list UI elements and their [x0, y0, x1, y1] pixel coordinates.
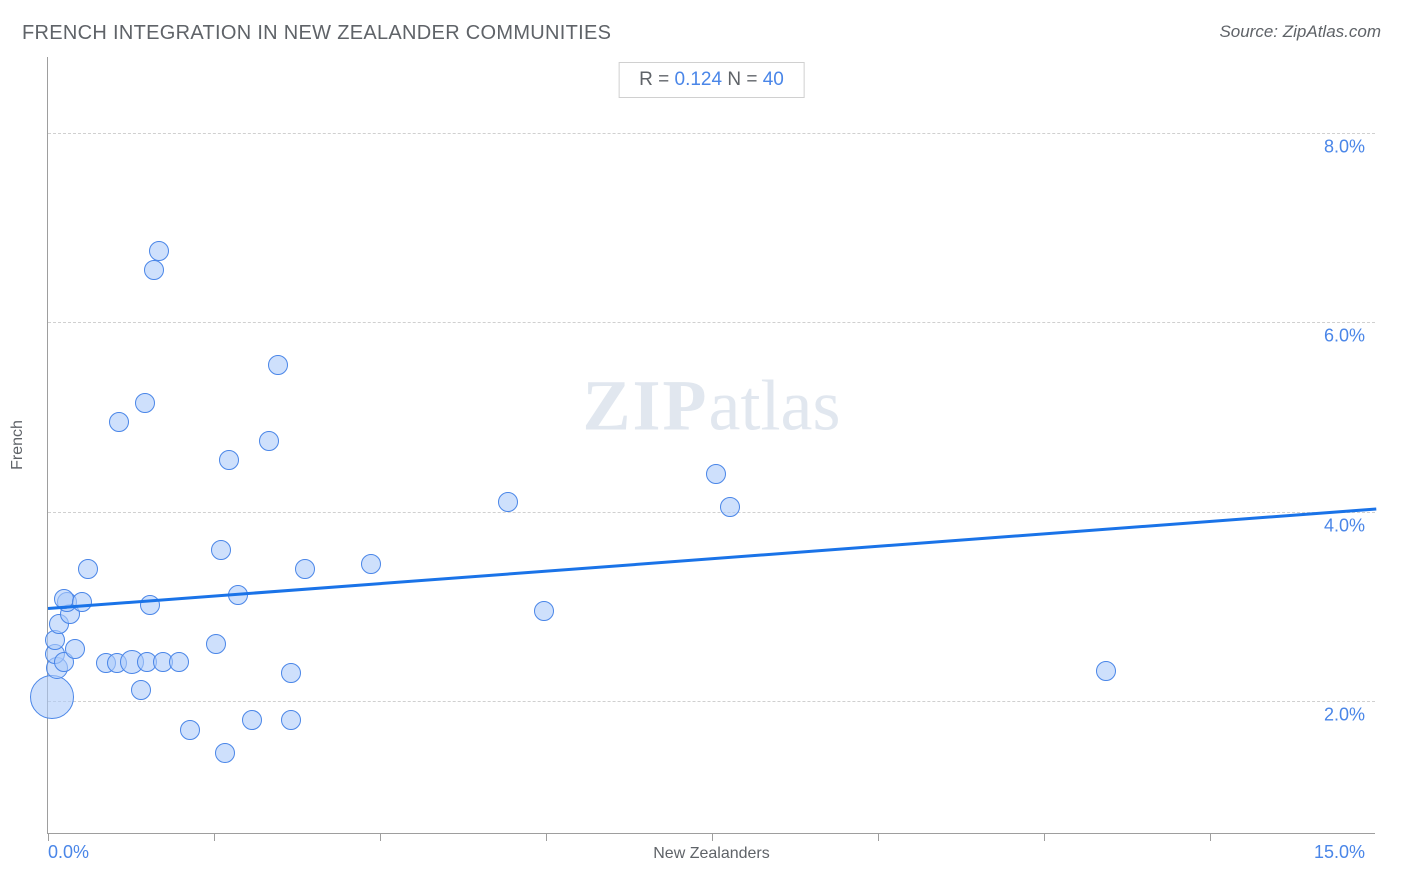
scatter-point — [720, 497, 740, 517]
watermark-zip: ZIP — [583, 366, 709, 446]
scatter-point — [259, 431, 279, 451]
scatter-point — [361, 554, 381, 574]
scatter-point — [78, 559, 98, 579]
chart-container: FRENCH INTEGRATION IN NEW ZEALANDER COMM… — [0, 0, 1406, 892]
n-label: N = — [722, 69, 763, 90]
y-tick-label: 4.0% — [1324, 515, 1365, 536]
scatter-point — [211, 540, 231, 560]
scatter-point — [169, 652, 189, 672]
scatter-point — [498, 492, 518, 512]
y-tick-label: 6.0% — [1324, 326, 1365, 347]
scatter-point — [242, 710, 262, 730]
x-tick-end-label: 15.0% — [1314, 842, 1365, 863]
scatter-point — [180, 720, 200, 740]
gridline-h — [48, 512, 1375, 513]
trend-line — [48, 507, 1376, 609]
gridline-h — [48, 701, 1375, 702]
scatter-point — [140, 595, 160, 615]
watermark: ZIPatlas — [583, 365, 841, 448]
scatter-point — [135, 393, 155, 413]
x-tick — [1210, 833, 1211, 841]
scatter-point — [295, 559, 315, 579]
x-tick — [1044, 833, 1045, 841]
x-tick — [878, 833, 879, 841]
y-axis-title: French — [9, 420, 27, 470]
scatter-point — [281, 663, 301, 683]
scatter-point — [72, 592, 92, 612]
scatter-point — [706, 464, 726, 484]
scatter-point — [219, 450, 239, 470]
x-tick — [712, 833, 713, 841]
scatter-point — [215, 743, 235, 763]
scatter-point — [149, 241, 169, 261]
gridline-h — [48, 322, 1375, 323]
stats-box: R = 0.124 N = 40 — [618, 62, 805, 98]
r-label: R = — [639, 69, 674, 90]
r-value: 0.124 — [675, 69, 723, 90]
scatter-point — [268, 355, 288, 375]
x-tick — [546, 833, 547, 841]
x-tick-start-label: 0.0% — [48, 842, 89, 863]
x-tick — [380, 833, 381, 841]
gridline-h — [48, 133, 1375, 134]
scatter-point — [1096, 661, 1116, 681]
x-axis-title: New Zealanders — [653, 845, 770, 863]
plot-area: R = 0.124 N = 40 ZIPatlas French New Zea… — [47, 57, 1375, 834]
y-tick-label: 8.0% — [1324, 136, 1365, 157]
scatter-point — [109, 412, 129, 432]
scatter-point — [534, 601, 554, 621]
x-tick — [214, 833, 215, 841]
scatter-point — [65, 639, 85, 659]
chart-title: FRENCH INTEGRATION IN NEW ZEALANDER COMM… — [22, 22, 611, 45]
y-tick-label: 2.0% — [1324, 705, 1365, 726]
scatter-point — [281, 710, 301, 730]
n-value: 40 — [763, 69, 784, 90]
watermark-atlas: atlas — [709, 366, 841, 446]
scatter-point — [30, 675, 74, 719]
scatter-point — [131, 680, 151, 700]
scatter-point — [144, 260, 164, 280]
scatter-point — [206, 634, 226, 654]
chart-source: Source: ZipAtlas.com — [1219, 22, 1381, 42]
x-tick — [48, 833, 49, 841]
